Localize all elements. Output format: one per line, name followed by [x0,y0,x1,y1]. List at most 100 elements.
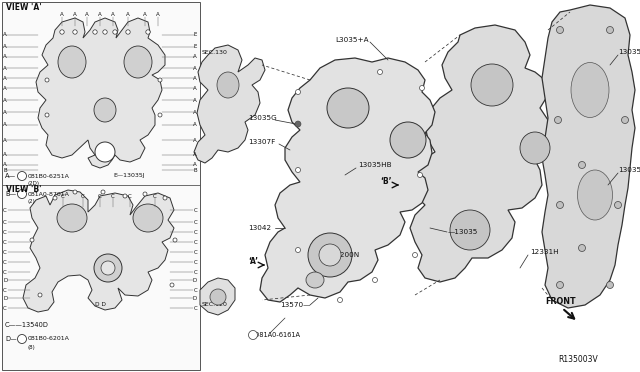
Text: 13042: 13042 [248,225,271,231]
Text: B: B [3,167,6,173]
Text: L3035+A: L3035+A [335,37,369,43]
Text: ‘A’: ‘A’ [248,257,258,266]
Ellipse shape [327,88,369,128]
Text: A: A [60,13,64,17]
Text: C: C [193,288,197,292]
Text: A: A [156,13,160,17]
Text: 13035H: 13035H [618,167,640,173]
Text: C: C [128,193,132,199]
Text: —13035: —13035 [448,229,478,235]
Ellipse shape [577,170,612,220]
Text: A: A [85,13,89,17]
Text: 13035HB: 13035HB [358,162,392,168]
Text: D: D [3,295,7,301]
Ellipse shape [124,46,152,78]
Circle shape [296,167,301,173]
Circle shape [158,113,162,117]
Text: 13035G: 13035G [248,115,276,121]
Polygon shape [410,25,550,282]
Circle shape [95,142,115,162]
Circle shape [417,173,422,177]
Ellipse shape [390,122,426,158]
Text: C: C [193,260,197,264]
Circle shape [30,238,34,242]
Text: 13570—: 13570— [280,302,310,308]
Text: E: E [194,45,197,49]
Text: C: C [3,288,7,292]
Text: A: A [193,65,197,71]
Text: 13035HA: 13035HA [618,49,640,55]
Circle shape [158,78,162,82]
Text: C: C [3,230,7,234]
Circle shape [60,30,64,34]
Text: C: C [98,193,102,199]
Text: D—: D— [5,336,17,342]
Text: VIEW 'A': VIEW 'A' [6,3,42,13]
Text: A: A [3,86,7,90]
Circle shape [579,244,586,251]
Text: A: A [3,138,7,142]
Ellipse shape [306,272,324,288]
Text: ①081A0-6161A: ①081A0-6161A [250,332,301,338]
Text: A: A [193,86,197,90]
Ellipse shape [133,204,163,232]
Text: 081B0-6201A: 081B0-6201A [28,337,70,341]
Circle shape [143,192,147,196]
Text: FRONT: FRONT [545,298,575,307]
Circle shape [210,289,226,305]
Text: A: A [193,153,197,157]
Text: A: A [143,13,147,17]
Circle shape [17,189,26,199]
Text: (8): (8) [28,344,36,350]
Circle shape [101,190,105,194]
Text: —L5200N: —L5200N [325,252,360,258]
Polygon shape [23,190,174,312]
Text: A: A [3,97,7,103]
Text: C: C [61,193,65,199]
Text: C: C [111,193,115,199]
Text: (2): (2) [28,199,36,205]
Circle shape [94,254,122,282]
Text: D: D [3,278,7,282]
Text: B: B [193,167,197,173]
Text: A—: A— [5,173,16,179]
Text: C: C [3,305,7,311]
Text: ‘B’: ‘B’ [380,177,392,186]
Text: D: D [193,295,197,301]
Text: A: A [3,65,7,71]
Ellipse shape [217,72,239,98]
Text: E—13035J: E—13035J [113,173,145,179]
Text: A: A [193,109,197,115]
Text: C: C [193,208,197,212]
Text: C——13540D: C——13540D [5,322,49,328]
Text: E: E [194,32,197,38]
Circle shape [607,282,614,289]
Circle shape [413,253,417,257]
Text: C: C [3,219,7,224]
Text: SEC.120: SEC.120 [202,302,228,308]
Bar [2,2,200,370]
Circle shape [126,30,130,34]
Text: A: A [193,97,197,103]
Text: 12331H: 12331H [530,249,559,255]
Circle shape [17,171,26,180]
Circle shape [579,161,586,169]
Circle shape [101,261,115,275]
Circle shape [113,30,117,34]
Circle shape [17,334,26,343]
Circle shape [163,196,167,200]
Circle shape [73,190,77,194]
Ellipse shape [571,62,609,118]
Text: A: A [111,13,115,17]
Text: C: C [193,219,197,224]
Circle shape [614,202,621,208]
Text: C: C [153,193,157,199]
Circle shape [557,26,563,33]
Circle shape [450,210,490,250]
Text: C: C [81,193,85,199]
Text: A: A [73,13,77,17]
Text: A: A [193,76,197,80]
Text: C: C [193,305,197,311]
Circle shape [93,30,97,34]
Text: (2D): (2D) [28,182,40,186]
